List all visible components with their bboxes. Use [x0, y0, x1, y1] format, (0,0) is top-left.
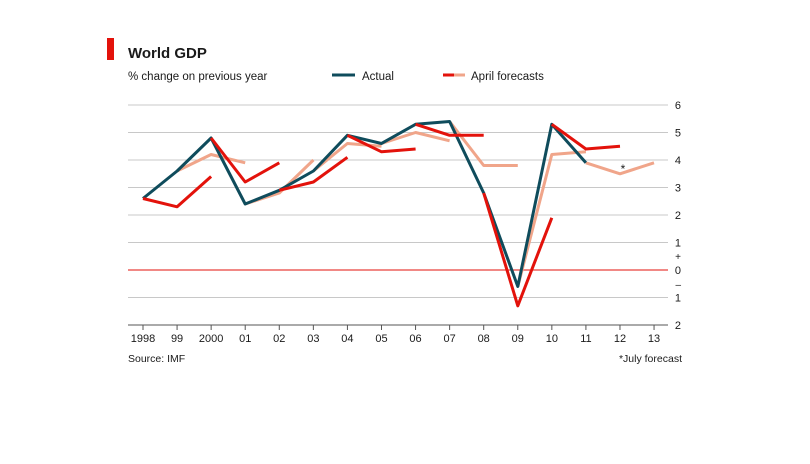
x-tick-label: 03: [307, 333, 319, 345]
footnote: *July forecast: [619, 353, 682, 365]
y-tick-label: 1: [675, 238, 681, 250]
legend-label-april-forecasts: April forecasts: [471, 71, 544, 83]
x-tick-label: 11: [580, 333, 591, 345]
series-line-actual: [142, 120, 588, 288]
y-tick-label: 0: [675, 265, 681, 277]
x-tick-label: 07: [444, 333, 456, 345]
x-tick-label: 06: [409, 333, 421, 345]
forecast-line-april-red: [346, 133, 416, 154]
forecast-marker: *: [621, 162, 626, 176]
x-tick-label: 09: [512, 333, 524, 345]
y-tick-label: 2: [675, 320, 681, 332]
x-tick-label: 04: [341, 333, 353, 345]
x-tick-label: 02: [273, 333, 285, 345]
y-plus-sign: +: [675, 252, 681, 263]
forecast-line-april-light: [585, 161, 655, 176]
series-lines: [142, 120, 655, 308]
forecast-line-april-red: [415, 122, 484, 137]
x-tick-label: 01: [239, 333, 251, 345]
y-tick-label: 5: [675, 128, 681, 140]
forecast-line-april-light: [381, 131, 450, 145]
x-tick-label: 99: [171, 333, 183, 345]
x-tick-label: 1998: [131, 333, 155, 345]
x-tick-label: 13: [648, 333, 660, 345]
forecast-line-april-light: [176, 153, 246, 173]
forecast-line-april-red: [142, 175, 213, 209]
source-note: Source: IMF: [128, 353, 185, 365]
x-tick-label: 10: [546, 333, 558, 345]
forecast-line-april-light: [244, 158, 315, 206]
title-accent-bar: [107, 38, 114, 60]
x-tick-label: 08: [478, 333, 490, 345]
x-axis: 1998 99 2000 01 02 03 04 05 06 07 08 09 10 11 12 13: [131, 325, 660, 345]
x-tick-label: 2000: [199, 333, 223, 345]
chart-subtitle: % change on previous year: [128, 71, 268, 83]
x-tick-label: 12: [614, 333, 626, 345]
legend: Actual April forecasts: [332, 71, 544, 83]
forecast-line-april-red: [482, 192, 554, 308]
y-tick-label: 1: [675, 293, 681, 305]
forecast-line-april-light: [516, 150, 587, 287]
y-tick-label: 6: [675, 100, 681, 112]
y-tick-label: 3: [675, 183, 681, 195]
forecast-line-april-red: [278, 156, 349, 192]
x-tick-label: 05: [375, 333, 387, 345]
y-minus-sign: –: [675, 280, 681, 291]
forecast-line-april-red: [550, 123, 621, 151]
chart-title: World GDP: [128, 45, 207, 62]
y-axis: 6 5 4 3 2 1 0 1 2 + –: [675, 100, 682, 332]
y-tick-label: 4: [675, 155, 681, 167]
y-tick-label: 2: [675, 210, 681, 222]
legend-label-actual: Actual: [362, 71, 394, 83]
forecast-line-april-red: [209, 137, 281, 184]
